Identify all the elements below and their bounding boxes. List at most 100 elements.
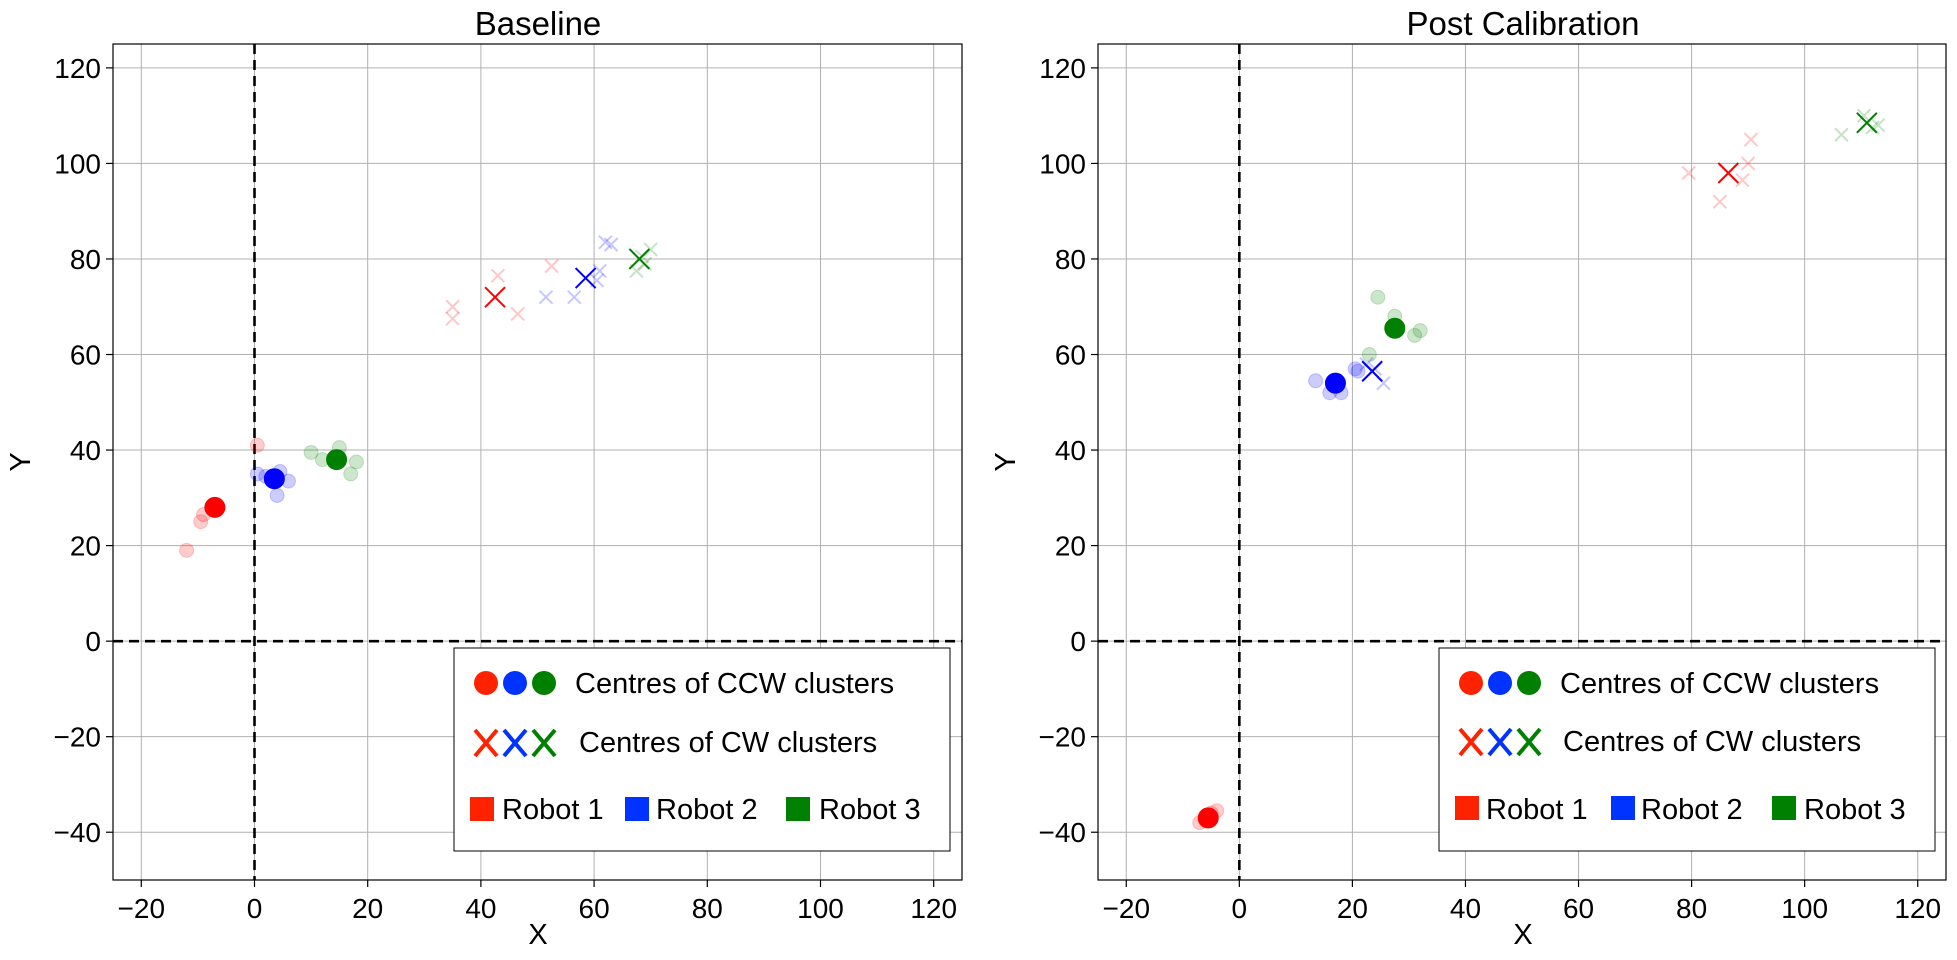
- tick-labels: −20 0 20 40 60 80 100 120 −40 −20 0 20 40 60 80 100 120: [54, 53, 958, 924]
- legend-ccw-label: Centres of CCW clusters: [575, 668, 894, 700]
- scatter-markers: [179, 235, 658, 558]
- legend-cw-marker-robot3: [1516, 727, 1542, 757]
- ccw-point-robot3: [1361, 347, 1377, 363]
- y-tick-label: 100: [54, 148, 101, 179]
- legend-cw-label: Centres of CW clusters: [579, 727, 877, 759]
- reference-lines: [113, 44, 962, 880]
- ccw-point-robot2: [1350, 363, 1366, 379]
- y-tick-label: −20: [1039, 722, 1087, 753]
- legend: Centres of CCW clusters Centres of CW cl…: [453, 647, 951, 852]
- x-tick-label: 100: [797, 893, 844, 924]
- ccw-point-robot3: [303, 444, 319, 460]
- ccw-point-robot1: [179, 542, 195, 558]
- y-tick-label: −40: [54, 817, 102, 848]
- cw-point-robot1: [1681, 165, 1696, 181]
- ccw-point-robot3: [1370, 289, 1386, 305]
- x-tick-label: 80: [692, 893, 723, 924]
- ccw-centre-robot2: [1324, 372, 1346, 394]
- legend-cw-marker-robot3: [531, 728, 557, 758]
- cw-point-robot2: [1359, 356, 1374, 372]
- legend-robot1-label: Robot 1: [1486, 794, 1588, 826]
- x-tick-label: 20: [1337, 893, 1368, 924]
- panel-post-calibration: Post Calibration −20 0 20 40 60 80 100 120 −40 −2…: [990, 5, 1947, 951]
- legend-robot3-swatch: [786, 797, 810, 821]
- cw-point-robot1: [490, 268, 506, 283]
- x-tick-label: −20: [1103, 893, 1151, 924]
- ccw-point-robot1: [249, 437, 265, 453]
- cw-centre-robot1: [1717, 162, 1740, 184]
- cw-point-robot1: [1712, 194, 1728, 209]
- y-tick-label: 20: [70, 531, 101, 562]
- x-axis-label: X: [528, 919, 547, 951]
- legend-robot3-label: Robot 3: [1804, 794, 1906, 826]
- legend-robot1-swatch: [470, 797, 494, 821]
- tick-labels: −20 0 20 40 60 80 100 120 −40 −20 0 20 40 60 80 100 120: [1039, 53, 1942, 924]
- legend-cw-label: Centres of CW clusters: [1563, 726, 1861, 758]
- x-tick-label: 100: [1781, 893, 1828, 924]
- legend-cw-marker-robot2: [1487, 727, 1513, 757]
- cw-point-robot1: [1740, 156, 1756, 171]
- cw-point-robot3: [1834, 127, 1849, 142]
- cw-centre-robot2: [1361, 360, 1383, 382]
- x-tick-label: 120: [910, 893, 957, 924]
- x-tick-label: 20: [352, 893, 383, 924]
- cw-point-robot2: [567, 289, 582, 305]
- x-axis-label: X: [1513, 919, 1532, 951]
- y-tick-label: 60: [70, 340, 101, 371]
- legend-ccw-marker-robot1: [474, 671, 498, 695]
- ccw-point-robot3: [348, 454, 364, 470]
- y-tick-label: 40: [70, 435, 101, 466]
- cw-point-robot1: [510, 306, 525, 322]
- legend-ccw-marker-robot3: [532, 671, 556, 695]
- plot-frame: [112, 43, 963, 881]
- cw-point-robot1: [544, 258, 559, 274]
- cw-point-robot1: [1735, 172, 1750, 188]
- legend-robot2-swatch: [625, 797, 649, 821]
- legend-robot2-swatch: [1611, 796, 1635, 820]
- ccw-point-robot3: [1407, 327, 1423, 343]
- ccw-centre-robot2: [263, 468, 285, 490]
- legend-robot2-label: Robot 2: [656, 794, 758, 826]
- y-axis-label: Y: [5, 452, 37, 471]
- y-tick-label: 40: [1055, 435, 1086, 466]
- y-tick-label: −20: [54, 722, 102, 753]
- x-tick-label: 60: [579, 893, 610, 924]
- legend: Centres of CCW clusters Centres of CW cl…: [1438, 647, 1936, 852]
- y-tick-label: −40: [1039, 817, 1087, 848]
- reference-lines: [1098, 44, 1946, 880]
- cw-centre-robot2: [574, 267, 597, 289]
- ccw-point-robot2: [1347, 361, 1363, 377]
- cw-point-robot2: [592, 263, 607, 279]
- y-tick-label: 100: [1039, 148, 1086, 179]
- cw-point-robot1: [445, 311, 460, 326]
- x-tick-label: 0: [1232, 893, 1248, 924]
- cw-point-robot1: [1743, 132, 1759, 147]
- legend-ccw-marker-robot3: [1517, 671, 1541, 695]
- legend-ccw-marker-robot1: [1459, 671, 1483, 695]
- plot-frame: [1097, 43, 1947, 881]
- legend-ccw-marker-robot2: [503, 671, 527, 695]
- legend-robot2-label: Robot 2: [1641, 794, 1743, 826]
- legend-robot1-label: Robot 1: [502, 794, 604, 826]
- y-tick-label: 20: [1055, 531, 1086, 562]
- y-tick-label: 80: [70, 244, 101, 275]
- y-tick-label: 80: [1055, 244, 1086, 275]
- cw-centre-robot3: [1856, 112, 1878, 134]
- cw-point-robot2: [598, 235, 613, 250]
- legend-ccw-label: Centres of CCW clusters: [1560, 668, 1879, 700]
- ccw-point-robot2: [249, 466, 265, 482]
- ccw-point-robot3: [343, 466, 359, 482]
- x-tick-label: 60: [1563, 893, 1594, 924]
- ccw-centre-robot1: [204, 496, 226, 518]
- ccw-centre-robot3: [326, 449, 348, 471]
- panel-baseline: Baseline −20 0 20 40 60 80 100 120 −40 −20 0 20 40 60…: [5, 5, 963, 951]
- cw-point-robot3: [643, 242, 658, 257]
- panel-title: Post Calibration: [1407, 5, 1640, 42]
- y-tick-label: 120: [1039, 53, 1086, 84]
- legend-cw-marker-robot2: [502, 728, 528, 758]
- panel-title: Baseline: [475, 5, 602, 42]
- y-tick-label: 60: [1055, 340, 1086, 371]
- ccw-point-robot2: [1308, 373, 1324, 389]
- x-tick-label: 40: [1450, 893, 1481, 924]
